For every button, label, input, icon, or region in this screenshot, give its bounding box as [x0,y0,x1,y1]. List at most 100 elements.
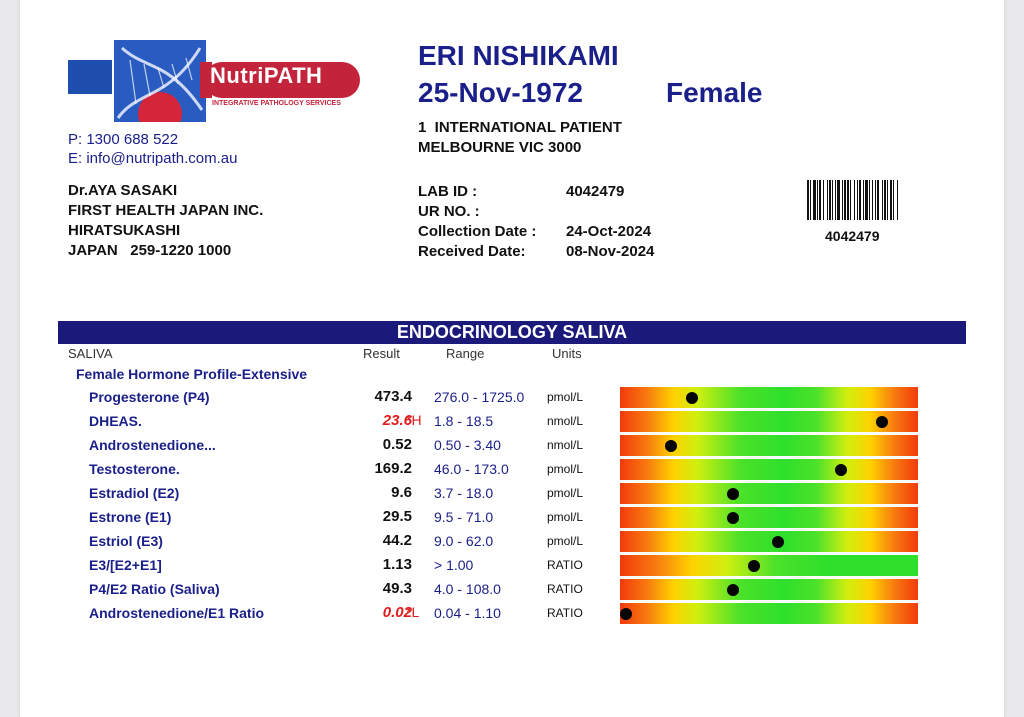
table-row: Estradiol (E2) 9.6 3.7 - 18.0 pmol/L [20,482,1004,506]
col-header-result: Result [363,346,400,361]
test-range: > 1.00 [434,557,474,573]
test-units: pmol/L [547,534,584,548]
collection-date-label: Collection Date : [418,223,537,240]
test-flag: *H [406,412,422,428]
test-range: 9.5 - 71.0 [434,509,494,525]
range-bar [620,555,918,576]
result-marker [876,416,889,428]
test-result: 49.3 [382,580,412,597]
lab-email: E: info@nutripath.com.au [68,150,238,167]
test-result: 44.2 [382,532,412,549]
test-result: 0.52 [382,436,412,453]
test-range: 1.8 - 18.5 [434,413,494,429]
doctor-country: JAPAN 259-1220 1000 [68,242,232,259]
result-marker [727,584,740,596]
test-result: 169.2 [374,460,412,477]
test-range: 3.7 - 18.0 [434,485,494,501]
test-name: E3/[E2+E1] [89,557,162,573]
test-flag: *L [406,604,420,620]
range-bar [620,459,918,480]
lab-id-value: 4042479 [566,183,625,200]
test-name: Estrone (E1) [89,509,172,525]
test-name: Estriol (E3) [89,533,163,549]
test-units: RATIO [547,606,583,620]
range-bar [620,507,918,528]
test-name: Testosterone. [89,461,180,477]
table-row: Progesterone (P4) 473.4 276.0 - 1725.0 p… [20,386,1004,410]
table-row: Androstenedione... 0.52 0.50 - 3.40 nmol… [20,434,1004,458]
test-range: 46.0 - 173.0 [434,461,509,477]
result-marker [619,608,632,620]
col-header-units: Units [552,346,582,361]
result-marker [834,464,847,476]
collection-date-value: 24-Oct-2024 [566,223,652,240]
result-marker [771,536,784,548]
doctor-name: Dr.AYA SASAKI [68,182,178,199]
doctor-city: HIRATSUKASHI [68,222,181,239]
range-bar [620,483,918,504]
test-units: nmol/L [547,414,584,428]
table-row: DHEAS. 23.6 *H 1.8 - 18.5 nmol/L [20,410,1004,434]
table-row: Androstenedione/E1 Ratio 0.02 *L 0.04 - … [20,602,1004,626]
patient-address-line1: 1 INTERNATIONAL PATIENT [418,119,622,136]
test-range: 9.0 - 62.0 [434,533,494,549]
report-page: NutriPATH Integrative Pathology Services… [20,0,1004,717]
lab-id-label: LAB ID : [418,183,478,200]
test-name: Estradiol (E2) [89,485,180,501]
patient-sex: Female [666,77,763,108]
profile-title: Female Hormone Profile-Extensive [76,366,308,382]
logo-brand-text: NutriPATH [210,63,323,88]
patient-name: ERI NISHIKAMI [418,40,619,71]
result-marker [664,440,677,452]
test-range: 0.04 - 1.10 [434,605,501,621]
test-units: pmol/L [547,510,584,524]
test-result: 9.6 [391,484,412,501]
col-header-sample: SALIVA [68,346,113,361]
test-result: 1.13 [382,556,412,573]
result-marker [748,560,761,572]
table-row: Estrone (E1) 29.5 9.5 - 71.0 pmol/L [20,506,1004,530]
received-date-label: Received Date: [418,243,526,260]
test-units: RATIO [547,558,583,572]
test-range: 276.0 - 1725.0 [434,389,525,405]
test-result: 23.6 [382,412,412,429]
lab-phone: P: 1300 688 522 [68,131,179,148]
test-name: P4/E2 Ratio (Saliva) [89,581,220,597]
barcode-number: 4042479 [825,228,880,244]
result-marker [685,392,698,404]
test-units: nmol/L [547,438,584,452]
test-name: Androstenedione/E1 Ratio [89,605,265,621]
patient-address-line2: MELBOURNE VIC 3000 [418,139,582,156]
col-header-range: Range [446,346,485,361]
ur-number-label: UR NO. : [418,203,480,220]
barcode [806,180,936,220]
range-bar [620,435,918,456]
test-name: Progesterone (P4) [89,389,210,405]
test-result: 0.02 [382,604,412,621]
range-bar [619,603,918,624]
test-range: 0.50 - 3.40 [434,437,501,453]
result-marker [727,488,740,500]
range-bar [620,387,918,408]
test-name: DHEAS. [89,413,142,429]
received-date-value: 08-Nov-2024 [566,243,655,260]
range-bar [620,579,918,600]
range-bar [620,531,918,552]
logo-tagline: Integrative Pathology Services [212,100,341,107]
doctor-company: FIRST HEALTH JAPAN INC. [68,202,264,219]
test-range: 4.0 - 108.0 [434,581,501,597]
test-units: pmol/L [547,390,584,404]
test-name: Androstenedione... [89,437,216,453]
table-row: P4/E2 Ratio (Saliva) 49.3 4.0 - 108.0 RA… [20,578,1004,602]
test-units: pmol/L [547,486,584,500]
patient-dob: 25-Nov-1972 [418,77,583,108]
result-marker [727,512,740,524]
test-result: 473.4 [374,388,412,405]
section-title: ENDOCRINOLOGY SALIVA [58,321,966,344]
test-result: 29.5 [382,508,412,525]
range-bar [620,411,918,432]
test-units: RATIO [547,582,583,596]
table-row: Testosterone. 169.2 46.0 - 173.0 pmol/L [20,458,1004,482]
table-row: E3/[E2+E1] 1.13 > 1.00 RATIO [20,554,1004,578]
nutripath-logo: NutriPATH Integrative Pathology Services [68,40,360,136]
